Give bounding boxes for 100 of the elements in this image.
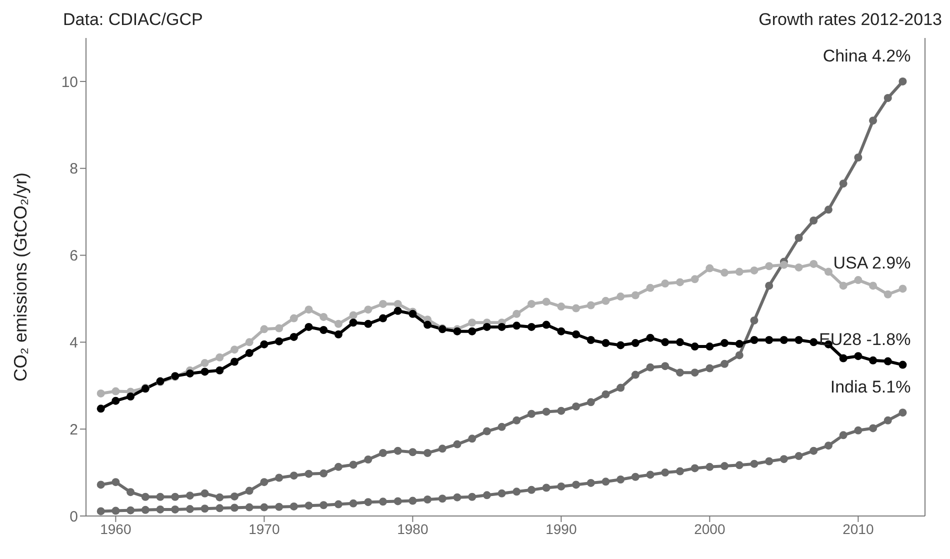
point (542, 320, 550, 329)
point (794, 234, 803, 242)
point (602, 339, 610, 348)
point (542, 408, 550, 416)
point (824, 442, 832, 450)
point (304, 502, 313, 510)
point (482, 491, 491, 500)
point (810, 446, 818, 455)
point (378, 498, 387, 506)
point (141, 506, 150, 514)
point (616, 341, 625, 350)
point (394, 446, 402, 455)
point (631, 339, 640, 348)
point (186, 492, 194, 500)
point (482, 427, 491, 436)
point (245, 503, 254, 512)
point (216, 504, 224, 512)
point (690, 464, 699, 472)
point (854, 276, 862, 284)
point (290, 332, 298, 341)
point (512, 310, 521, 318)
point (112, 478, 120, 486)
point (646, 470, 654, 479)
x-tick-label: 1970 (248, 520, 280, 537)
point (824, 268, 832, 276)
point (839, 180, 848, 188)
point (245, 486, 254, 495)
point (112, 387, 120, 396)
point (394, 306, 402, 315)
point (602, 296, 610, 305)
point (676, 467, 684, 476)
y-tick-label: 4 (70, 334, 78, 352)
point (765, 457, 774, 466)
point (557, 406, 566, 415)
point (126, 392, 135, 400)
x-tick-label: 1980 (397, 520, 428, 537)
point (616, 476, 625, 484)
point (112, 506, 120, 515)
point (661, 468, 670, 477)
point (245, 338, 254, 346)
y-axis-title: CO₂ emissions (GtCO₂/yr) (10, 172, 30, 382)
point (616, 384, 625, 392)
x-tick-label: 2000 (694, 520, 726, 537)
point (824, 206, 832, 214)
point (765, 262, 774, 270)
point (810, 338, 818, 346)
point (542, 484, 550, 492)
point (186, 369, 194, 378)
point (200, 504, 209, 513)
point (631, 370, 640, 379)
point (572, 330, 580, 338)
text: Growth rates 2012-2013 (758, 10, 942, 30)
point (602, 390, 610, 398)
x-tick-label: 2010 (842, 520, 874, 537)
point (378, 300, 387, 308)
point (364, 498, 372, 506)
point (260, 478, 268, 486)
point (96, 507, 105, 516)
point (765, 336, 774, 344)
series-label: China 4.2% (822, 46, 911, 66)
point (334, 500, 342, 508)
point (586, 336, 595, 344)
point (810, 216, 818, 225)
point (572, 304, 580, 312)
point (527, 410, 536, 418)
point (453, 493, 462, 502)
point (216, 353, 224, 362)
point (349, 311, 358, 320)
point (275, 337, 284, 346)
point (498, 489, 506, 498)
point (839, 354, 848, 362)
point (750, 316, 758, 324)
point (156, 505, 164, 514)
point (661, 362, 670, 370)
point (854, 426, 862, 434)
point (869, 424, 878, 432)
point (320, 312, 328, 321)
point (869, 282, 878, 290)
x-tick-label: 1960 (100, 520, 132, 537)
point (394, 300, 402, 308)
point (349, 318, 358, 327)
series-label: EU28 -1.8% (819, 330, 911, 349)
point (572, 402, 580, 410)
point (706, 462, 714, 471)
point (171, 492, 180, 501)
point (720, 360, 729, 368)
point (334, 320, 342, 328)
x-tick-label: 1990 (546, 520, 577, 537)
point (884, 94, 892, 102)
point (260, 340, 268, 348)
point (735, 268, 744, 276)
point (126, 506, 135, 514)
point (690, 275, 699, 284)
point (275, 474, 284, 482)
point (780, 260, 788, 269)
point (320, 469, 328, 478)
point (557, 482, 566, 490)
point (304, 322, 313, 331)
point (527, 300, 536, 308)
point (126, 488, 135, 496)
